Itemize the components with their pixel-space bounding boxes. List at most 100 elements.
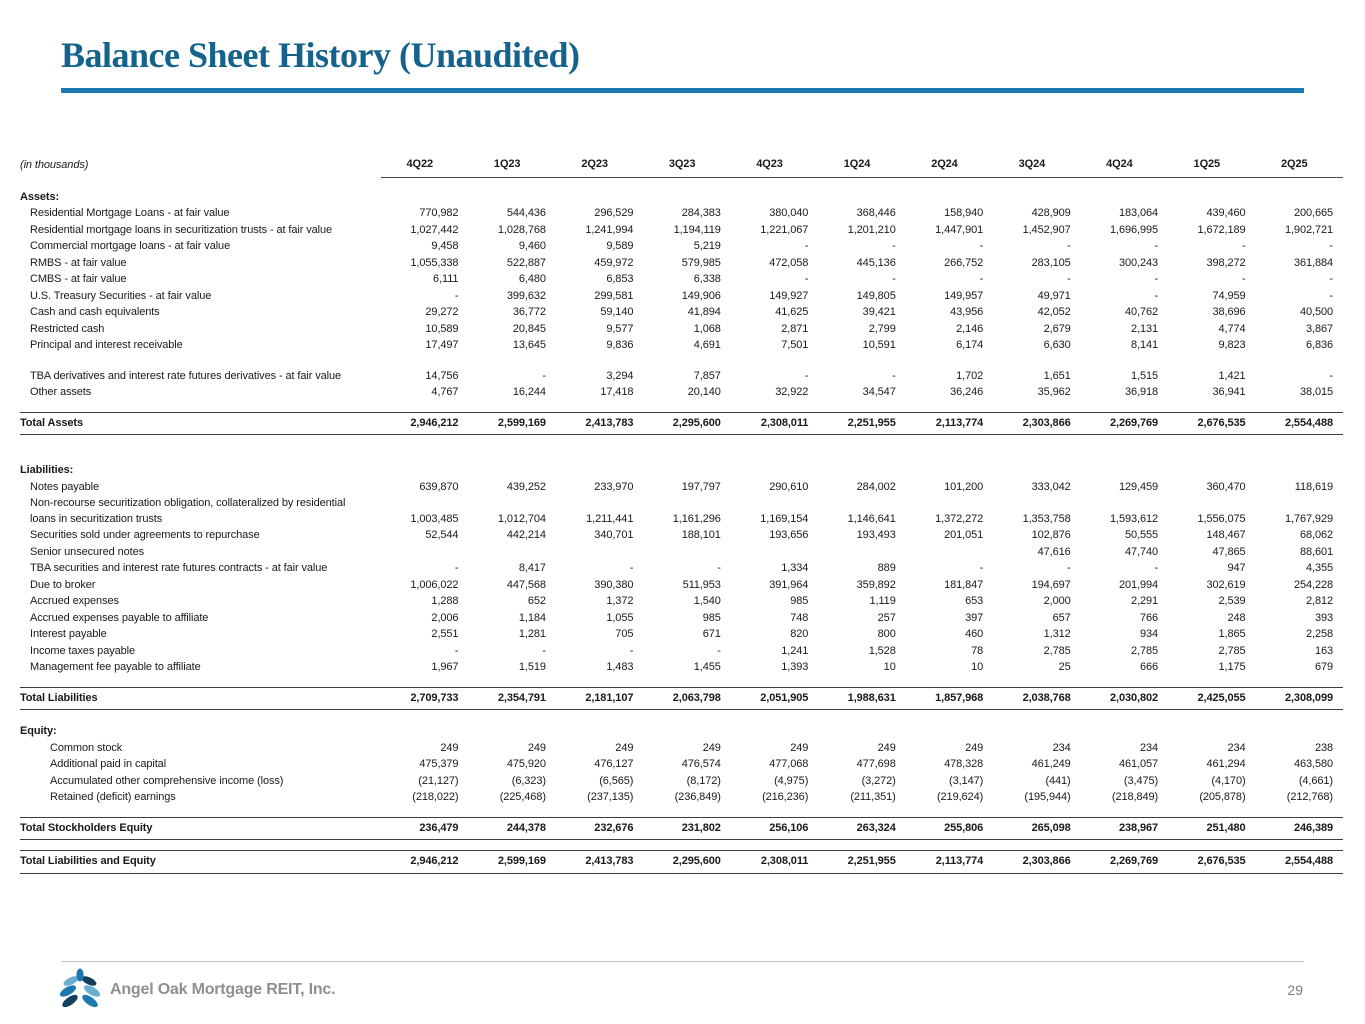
value-cell: 244,378 [468,816,556,840]
value-cell: 1,865 [1218,628,1246,640]
value-cell: 2,413,783 [555,850,644,874]
value-cell: 2,251,955 [818,411,906,435]
value-cell: 657 [1052,611,1071,624]
value-cell: 4,774 [1218,322,1246,335]
table-row: Residential Mortgage Loans - at fair val… [20,206,1343,223]
row-label: Restricted cash [30,322,105,335]
value-cell: (8,172) [686,774,721,787]
value-cell: 7,857 [693,369,721,382]
value-cell: 2,308,099 [1255,686,1343,710]
value-cell: 25 [1058,661,1071,673]
value-cell: 666 [1140,661,1159,673]
value-cell: 359,892 [856,578,896,591]
table-row: Commercial mortgage loans - at fair valu… [20,239,1343,256]
value-cell: 257 [877,611,896,624]
value-cell: 653 [965,595,984,607]
value-cell [556,545,643,562]
column-header: 2Q23 [555,157,644,178]
value-cell: 197,797 [681,480,721,493]
value-cell: 249 [702,741,721,754]
value-cell: - [979,273,984,285]
value-cell: 2,269,769 [1080,411,1169,435]
value-cell: 35,962 [1037,386,1071,398]
section-row: Equity: [20,724,1343,741]
value-cell: 88,601 [1299,545,1333,558]
value-cell: - [892,240,896,252]
value-cell [1256,724,1343,741]
value-cell [468,724,555,741]
value-cell: 2,785 [1043,644,1071,657]
row-label: Commercial mortgage loans - at fair valu… [30,240,231,252]
row-label: Total Liabilities and Equity [20,850,381,874]
value-cell: - [1154,562,1159,574]
value-cell: 13,645 [512,339,546,351]
row-label: CMBS - at fair value [30,273,127,285]
value-cell: 299,581 [594,289,634,302]
value-cell: 1,055 [606,611,634,624]
value-cell: 2,308,011 [730,850,819,874]
table-row: Notes payable 639,870 439,252 233,970 197,79… [20,480,1343,497]
footer: Angel Oak Mortgage REIT, Inc. 29 [58,968,1305,1012]
value-cell: 2,554,488 [1255,850,1343,874]
value-cell: 7,501 [781,339,809,351]
value-cell: 266,752 [944,256,984,269]
value-cell: 10 [971,661,984,673]
value-cell: 232,676 [555,816,644,840]
value-cell: (3,475) [1123,774,1159,787]
value-cell: 9,836 [606,339,634,351]
value-cell: 1,006,022 [410,578,459,591]
value-cell: 16,244 [512,386,546,398]
value-cell: 2,785 [1218,644,1246,657]
value-cell: 2,354,791 [468,686,556,710]
row-label: Senior unsecured notes [30,545,144,558]
value-cell: 2,413,783 [555,411,644,435]
total-row: Total Stockholders Equity 236,479 244,378 2… [20,816,1343,840]
row-label: Common stock [50,741,123,754]
value-cell [993,724,1080,741]
value-cell: 770,982 [419,207,459,219]
units-label: (in thousands) [20,158,89,171]
value-cell: 50,555 [1125,529,1159,541]
value-cell: 2,131 [1131,322,1159,335]
value-cell: 59,140 [600,306,634,318]
value-cell: 475,379 [419,758,459,770]
value-cell: - [629,644,634,657]
value-cell: 40,762 [1125,306,1159,318]
value-cell: 9,589 [606,240,634,252]
value-cell: 1,184 [518,611,546,624]
table-row: Accrued expenses payable to affiliate 2,0… [20,611,1343,628]
value-cell: 1,241 [781,644,809,657]
value-cell: (195,944) [1024,791,1071,803]
row-label: Interest payable [30,628,107,640]
column-header: 2Q25 [1255,157,1343,178]
value-cell: 233,970 [594,480,634,493]
value-cell: (4,975) [774,774,809,787]
value-cell: 2,799 [868,322,896,335]
value-cell: 1,767,929 [1284,512,1333,525]
table-row: Senior unsecured notes 47,616 47,740 47,865… [20,545,1343,562]
value-cell: 1,169,154 [760,512,809,525]
value-cell: (219,624) [936,791,984,803]
value-cell [1081,724,1168,741]
value-cell: (4,170) [1211,774,1246,787]
value-cell: 284,002 [856,480,896,493]
spacer-cell [20,177,1343,190]
value-cell: 1,027,442 [410,223,459,236]
value-cell: - [1154,240,1159,252]
value-cell: - [1241,240,1246,252]
value-cell: 149,805 [856,289,896,302]
value-cell: 163 [1314,644,1333,657]
value-cell: 476,127 [594,758,634,770]
total-row: Total Liabilities and Equity 2,946,212 2,5… [20,850,1343,874]
value-cell: 947 [1227,562,1246,574]
row-label: Residential Mortgage Loans - at fair val… [30,207,230,219]
value-cell: 10,589 [425,322,459,335]
value-cell: 2,258 [1305,628,1333,640]
value-cell [818,545,905,562]
value-cell: - [1241,273,1246,285]
value-cell: 2,539 [1218,595,1246,607]
row-label: Total Liabilities [20,686,381,710]
value-cell: 201,994 [1119,578,1159,591]
column-header: 1Q23 [468,157,556,178]
value-cell: 1,281 [518,628,546,640]
